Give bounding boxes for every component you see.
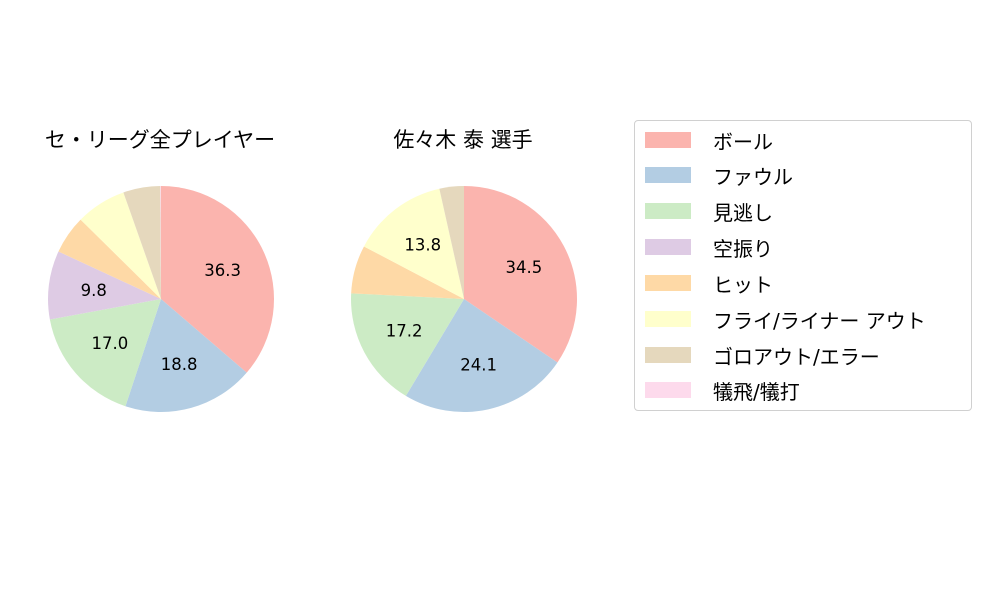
legend-label: 犠飛/犠打: [713, 379, 800, 404]
legend-swatch: [645, 311, 691, 327]
pie-slice-foul: [405, 299, 558, 412]
pie-player: 34.5 24.1 17.2 13.8: [351, 186, 577, 412]
legend-label: ゴロアウト/エラー: [713, 344, 880, 369]
legend-swatch: [645, 275, 691, 291]
legend-label: ヒット: [713, 272, 773, 297]
legend-item-foul: ファウル: [645, 161, 793, 189]
pie-slice-called-strike: [351, 293, 464, 396]
legend-item-ground-out-error: ゴロアウト/エラー: [645, 341, 880, 369]
pie-slice-hit: [351, 246, 464, 299]
legend-swatch: [645, 382, 691, 398]
legend-swatch: [645, 132, 691, 148]
pie-league: 36.3 18.8 17.0 9.8: [48, 186, 274, 413]
pie-slice-ball: [161, 186, 274, 373]
legend-label: ボール: [713, 129, 773, 154]
legend-item-sacrifice: 犠飛/犠打: [645, 376, 800, 404]
legend-label: 見逃し: [713, 200, 773, 225]
slice-label-foul: 18.8: [161, 355, 198, 374]
legend: ボール ファウル 見逃し 空振り ヒット フライ/ライナー アウト ゴロアウト/…: [634, 120, 972, 411]
legend-item-ball: ボール: [645, 126, 773, 154]
pie-slice-ball: [464, 186, 577, 363]
legend-item-fly-liner-out: フライ/ライナー アウト: [645, 305, 926, 333]
pie-slice-ground-out-error: [439, 186, 464, 299]
pie-title-player: 佐々木 泰 選手: [393, 128, 533, 152]
slice-label-called-strike: 17.2: [386, 321, 423, 340]
pie-slice-sacrifice: [160, 186, 161, 299]
legend-swatch: [645, 167, 691, 183]
pie-slice-hit: [58, 219, 161, 299]
legend-swatch: [645, 239, 691, 255]
slice-label-ball: 36.3: [204, 261, 241, 280]
pie-slice-swinging-strike: [48, 251, 161, 320]
legend-item-called-strike: 見逃し: [645, 197, 773, 225]
pie-title-league: セ・リーグ全プレイヤー: [44, 128, 276, 152]
legend-item-swinging-strike: 空振り: [645, 233, 773, 261]
legend-swatch: [645, 347, 691, 363]
slice-label-fly-liner-out: 13.8: [404, 236, 441, 255]
slice-label-ball: 34.5: [506, 258, 543, 277]
slice-label-swinging-strike: 9.8: [81, 281, 107, 300]
legend-label: フライ/ライナー アウト: [713, 308, 926, 333]
pie-slice-ground-out-error: [123, 186, 161, 299]
slice-label-foul: 24.1: [460, 356, 497, 375]
legend-swatch: [645, 203, 691, 219]
legend-item-hit: ヒット: [645, 269, 773, 297]
pie-slice-fly-liner-out: [80, 192, 161, 299]
legend-label: ファウル: [713, 164, 793, 189]
legend-label: 空振り: [713, 236, 773, 261]
pie-slice-called-strike: [49, 299, 161, 407]
slice-label-called-strike: 17.0: [91, 334, 128, 353]
pie-slice-foul: [125, 299, 247, 413]
pie-slice-fly-liner-out: [363, 188, 464, 299]
